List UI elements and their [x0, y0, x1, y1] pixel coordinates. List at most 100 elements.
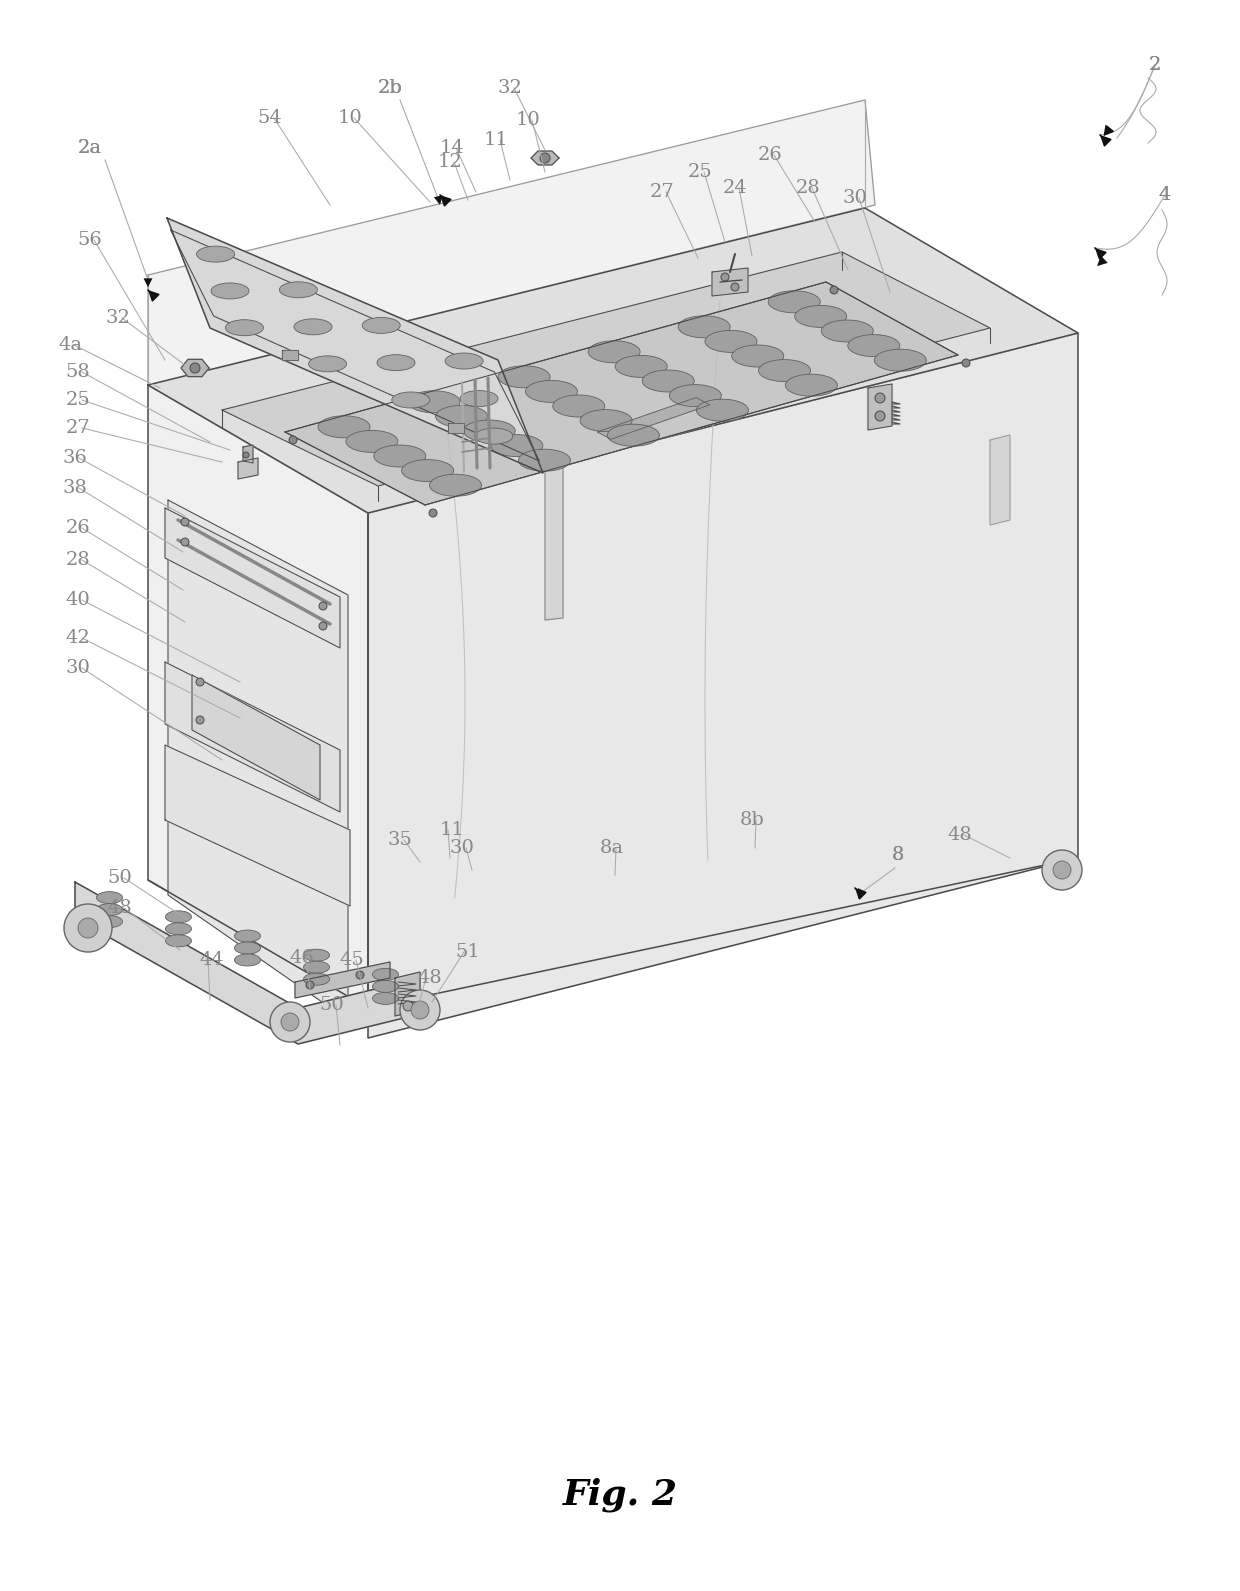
Ellipse shape	[304, 961, 330, 974]
Text: 12: 12	[438, 153, 463, 170]
Ellipse shape	[429, 474, 481, 496]
Ellipse shape	[435, 406, 487, 428]
Polygon shape	[546, 453, 563, 620]
Ellipse shape	[294, 318, 332, 334]
Ellipse shape	[226, 320, 263, 336]
Text: 35: 35	[388, 831, 413, 850]
Ellipse shape	[317, 415, 370, 438]
Ellipse shape	[362, 317, 401, 334]
Ellipse shape	[670, 385, 722, 407]
Polygon shape	[165, 508, 340, 648]
Circle shape	[1053, 861, 1071, 878]
Text: 44: 44	[200, 951, 224, 969]
Circle shape	[410, 1001, 429, 1018]
Polygon shape	[868, 383, 892, 430]
Polygon shape	[181, 360, 210, 377]
Polygon shape	[192, 675, 320, 800]
Ellipse shape	[615, 355, 667, 377]
Text: 25: 25	[688, 162, 712, 181]
Ellipse shape	[874, 348, 926, 371]
Ellipse shape	[706, 331, 756, 352]
Ellipse shape	[526, 380, 578, 403]
Circle shape	[720, 274, 729, 282]
Ellipse shape	[821, 320, 873, 342]
Text: 4: 4	[1159, 186, 1172, 204]
Text: Fig. 2: Fig. 2	[563, 1478, 677, 1513]
Ellipse shape	[165, 936, 191, 947]
Polygon shape	[295, 963, 391, 998]
Polygon shape	[243, 445, 253, 463]
Circle shape	[281, 1013, 299, 1031]
Polygon shape	[448, 423, 464, 433]
Ellipse shape	[373, 445, 425, 468]
Text: 30: 30	[450, 838, 475, 858]
Text: 28: 28	[66, 550, 91, 570]
Circle shape	[319, 601, 327, 609]
Polygon shape	[148, 208, 1078, 512]
Ellipse shape	[464, 420, 516, 442]
Circle shape	[732, 283, 739, 291]
Text: 2a: 2a	[78, 138, 102, 158]
Ellipse shape	[475, 428, 513, 444]
Ellipse shape	[165, 923, 191, 936]
Ellipse shape	[460, 390, 498, 407]
Polygon shape	[285, 282, 959, 504]
Ellipse shape	[346, 431, 398, 452]
Text: 48: 48	[947, 826, 972, 843]
Ellipse shape	[234, 942, 260, 955]
Circle shape	[830, 286, 838, 294]
Text: 48: 48	[108, 899, 133, 916]
Ellipse shape	[309, 356, 347, 372]
Ellipse shape	[678, 315, 730, 337]
Circle shape	[403, 1001, 413, 1010]
Circle shape	[429, 509, 436, 517]
Circle shape	[270, 1002, 310, 1042]
Text: 8: 8	[892, 846, 904, 864]
Text: 30: 30	[842, 189, 868, 207]
Polygon shape	[368, 333, 1078, 1037]
Polygon shape	[167, 500, 348, 1020]
Text: 10: 10	[337, 110, 362, 127]
Polygon shape	[167, 218, 543, 473]
Text: 40: 40	[66, 590, 91, 609]
Ellipse shape	[211, 283, 249, 299]
Text: 42: 42	[66, 628, 91, 648]
Polygon shape	[148, 100, 875, 385]
Text: 54: 54	[258, 110, 283, 127]
Polygon shape	[598, 398, 709, 439]
Circle shape	[356, 971, 365, 978]
Polygon shape	[238, 458, 258, 479]
Ellipse shape	[785, 374, 837, 396]
Text: 10: 10	[516, 111, 541, 129]
Ellipse shape	[795, 305, 847, 328]
Ellipse shape	[234, 955, 260, 966]
Ellipse shape	[377, 355, 415, 371]
Polygon shape	[990, 434, 1011, 525]
Ellipse shape	[608, 425, 660, 445]
Ellipse shape	[445, 353, 484, 369]
Text: 48: 48	[418, 969, 443, 986]
Polygon shape	[148, 385, 368, 1009]
Text: 4a: 4a	[58, 336, 82, 355]
Circle shape	[196, 716, 205, 724]
Polygon shape	[222, 251, 990, 485]
Ellipse shape	[408, 391, 460, 412]
Ellipse shape	[165, 910, 191, 923]
Polygon shape	[531, 151, 559, 165]
Circle shape	[539, 153, 551, 162]
Text: 28: 28	[796, 180, 821, 197]
Circle shape	[962, 360, 970, 368]
Text: 24: 24	[723, 180, 748, 197]
Text: 2b: 2b	[377, 80, 403, 97]
Circle shape	[401, 990, 440, 1029]
Text: 32: 32	[497, 80, 522, 97]
Text: 58: 58	[66, 363, 91, 380]
Ellipse shape	[197, 247, 234, 263]
Ellipse shape	[372, 969, 398, 980]
Ellipse shape	[553, 395, 605, 417]
Circle shape	[196, 678, 205, 686]
Circle shape	[181, 538, 188, 546]
Ellipse shape	[392, 391, 430, 407]
Polygon shape	[396, 972, 420, 1017]
Circle shape	[306, 982, 314, 990]
